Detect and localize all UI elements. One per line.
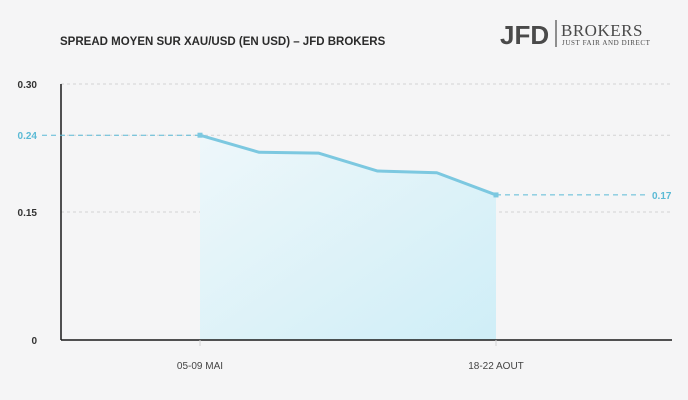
tick-labels: 0 0.15 0.24 0.30 05-09 MAI 18-22 AOUT 0.17 <box>18 80 672 372</box>
y-tick-label: 0.30 <box>18 80 38 91</box>
y-tick-label: 0.24 <box>18 131 38 142</box>
axes <box>60 84 672 346</box>
chart-title: SPREAD MOYEN SUR XAU/USD (EN USD) – JFD … <box>60 36 386 48</box>
data-point <box>197 132 203 138</box>
data-point <box>493 192 499 198</box>
logo-brand-text: BROKERS <box>561 21 643 40</box>
logo-tagline: JUST FAIR AND DIRECT <box>562 39 651 47</box>
y-tick-label: 0 <box>31 336 37 347</box>
y-tick-label: 0.15 <box>18 208 38 219</box>
series-line <box>198 133 498 197</box>
guide-lines <box>42 134 645 196</box>
x-tick-label: 05-09 MAI <box>177 361 223 372</box>
annotation-label: 0.17 <box>652 191 672 202</box>
x-tick-label: 18-22 AOUT <box>468 361 524 372</box>
series-line-layer <box>197 132 499 198</box>
area-fill-layer <box>200 135 496 340</box>
logo-main-text: JFD <box>500 20 549 50</box>
area-fill <box>200 135 496 340</box>
jfd-brokers-logo: JFD BROKERS JUST FAIR AND DIRECT <box>500 20 651 50</box>
